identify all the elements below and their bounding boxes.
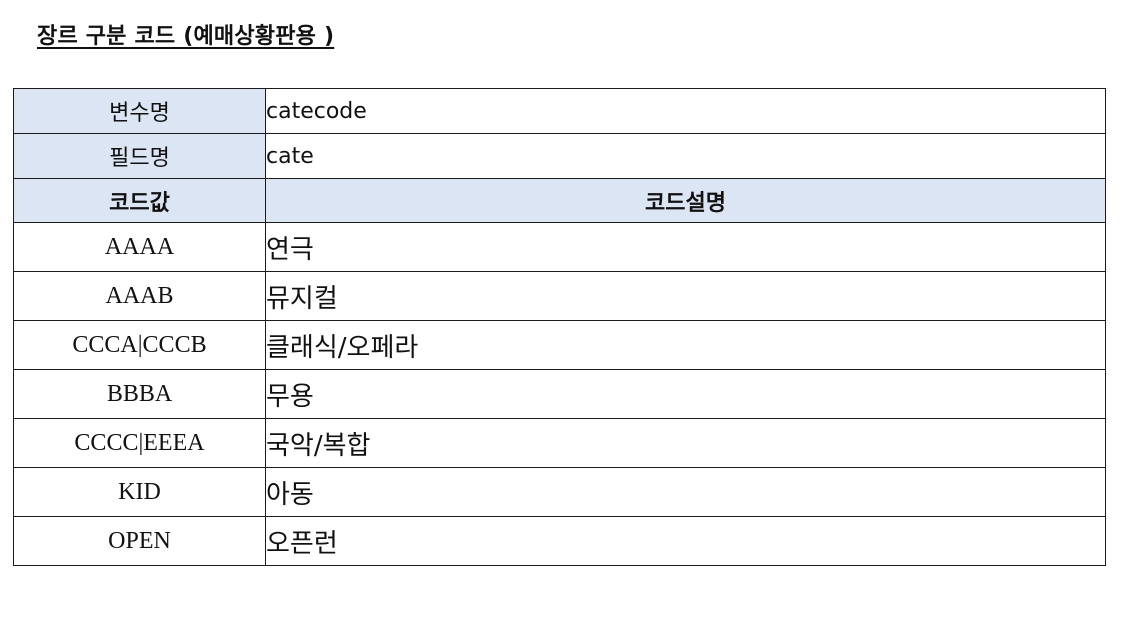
description-cell: 오픈런 [265,516,1106,566]
description-cell: 국악/복합 [265,418,1106,468]
table-row: AAAA 연극 [13,222,1106,272]
description-cell: 아동 [265,467,1106,517]
description-cell: 클래식/오페라 [265,320,1106,370]
code-column-header: 코드값 [13,178,266,223]
description-cell: 연극 [265,222,1106,272]
document-title: 장르 구분 코드 (예매상황판용 ) [37,24,335,49]
code-cell: CCCC|EEEA [13,418,266,468]
description-column-header: 코드설명 [265,178,1106,223]
description-cell: 뮤지컬 [265,271,1106,321]
variable-name-value: catecode [265,88,1106,134]
description-cell: 무용 [265,369,1106,419]
code-cell: CCCA|CCCB [13,320,266,370]
table-row: OPEN 오픈런 [13,516,1106,566]
code-cell: BBBA [13,369,266,419]
code-cell: AAAB [13,271,266,321]
code-cell: OPEN [13,516,266,566]
genre-code-table: 변수명 catecode 필드명 cate 코드값 코드설명 AAAA 연극 A… [13,88,1106,566]
code-cell: KID [13,467,266,517]
variable-name-row: 변수명 catecode [13,88,1106,134]
field-name-label: 필드명 [13,133,266,179]
table-row: CCCA|CCCB 클래식/오페라 [13,320,1106,370]
table-row: CCCC|EEEA 국악/복합 [13,418,1106,468]
code-cell: AAAA [13,222,266,272]
column-header-row: 코드값 코드설명 [13,178,1106,223]
field-name-row: 필드명 cate [13,133,1106,179]
field-name-value: cate [265,133,1106,179]
table-row: KID 아동 [13,467,1106,517]
table-row: BBBA 무용 [13,369,1106,419]
table-row: AAAB 뮤지컬 [13,271,1106,321]
variable-name-label: 변수명 [13,88,266,134]
